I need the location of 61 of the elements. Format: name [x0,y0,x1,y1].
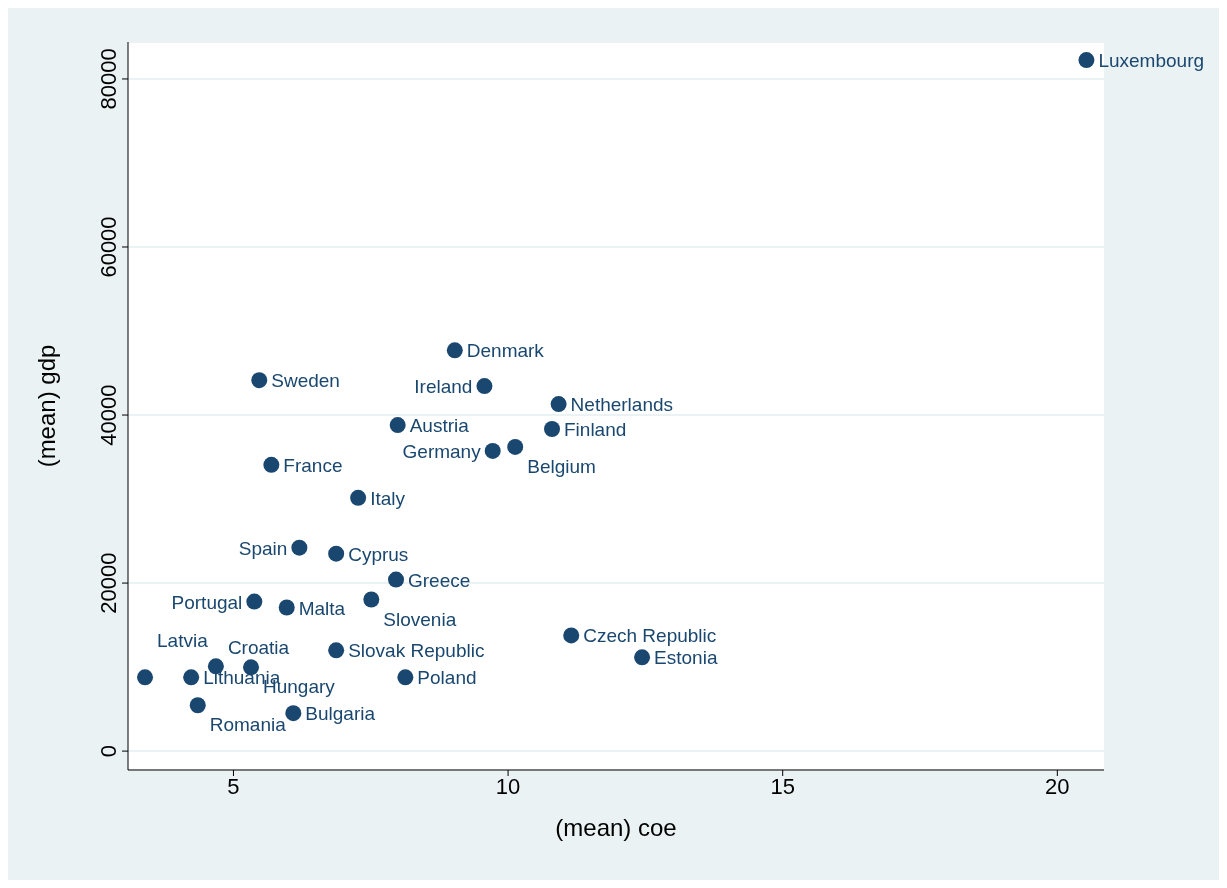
point [263,456,280,473]
point [183,669,200,686]
annotation: France [283,454,343,476]
point [246,593,263,610]
point [189,697,206,714]
annotation: Denmark [466,340,545,362]
annotation: Poland [417,667,477,689]
annotation: Portugal [171,591,243,613]
point [544,420,561,437]
annotation: Bulgaria [305,703,376,725]
point [389,417,406,434]
annotation: Netherlands [570,394,674,416]
annotation: Italy [370,487,406,509]
annotation: Germany [402,440,482,462]
annotation: Luxembourg [1098,50,1205,72]
point [507,438,524,455]
point [476,378,493,395]
point [1078,52,1095,69]
annotation: Finland [564,418,627,440]
point [484,442,501,459]
point [350,489,367,506]
y-tick-label: 40000 [96,384,121,446]
annotation: Czech Republic [583,625,717,647]
point [388,571,405,588]
point [446,342,463,359]
annotation: Cyprus [348,543,409,565]
point [278,599,295,616]
point [137,669,154,686]
y-axis-title: (mean) gdp [32,344,60,468]
x-tick-label: 20 [1045,773,1070,799]
y-tick-label: 60000 [96,216,121,278]
point [285,705,302,722]
annotation: Belgium [527,455,596,477]
y-tick-label: 20000 [96,552,121,614]
point [397,669,414,686]
point [634,649,651,666]
point [291,539,308,556]
annotation: Malta [298,597,346,619]
annotation: Slovak Republic [348,640,485,662]
point [328,545,345,562]
point [251,372,268,389]
annotation: Slovenia [383,608,457,630]
point [550,396,567,413]
annotation: Greece [408,569,471,591]
x-axis-title: (mean) coe [555,814,677,841]
annotation: Romania [209,714,287,736]
x-tick-label: 10 [495,773,521,799]
point [363,591,380,608]
annotation: Estonia [654,647,718,669]
point [563,627,580,644]
annotation: Austria [409,415,470,437]
point [328,642,345,659]
y-tick-label: 80000 [96,48,121,110]
annotation: Sweden [271,370,340,392]
annotation: Latvia [157,630,209,652]
x-tick-label: 5 [227,773,240,799]
y-tick-label: 0 [96,744,121,758]
annotation: Spain [238,537,288,559]
annotation: Croatia [227,637,290,659]
x-tick-label: 15 [770,773,795,799]
annotation: Ireland [414,376,473,398]
